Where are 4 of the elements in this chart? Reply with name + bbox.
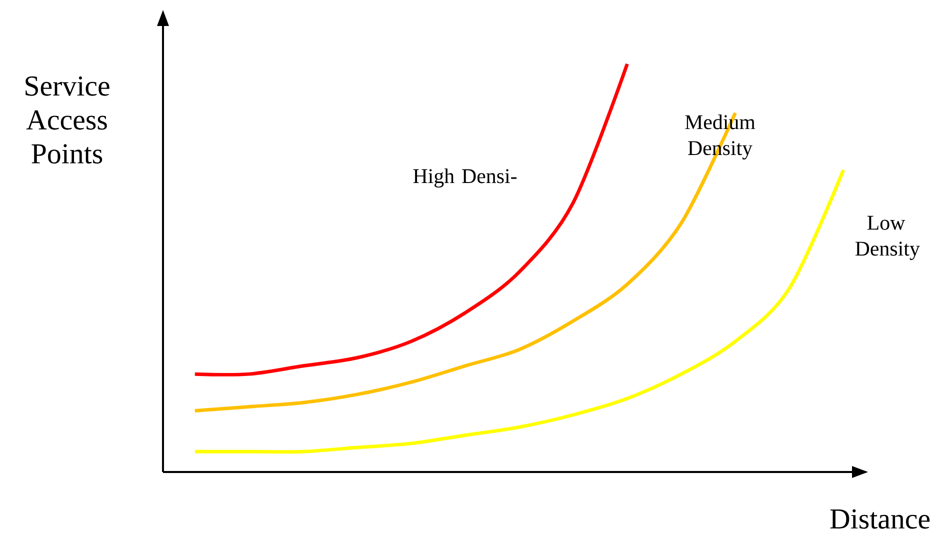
y-axis-title: Service Access Points	[26, 76, 110, 164]
x-axis-title: Distance	[830, 509, 930, 529]
series-label: Low Density	[855, 216, 920, 260]
text: High Densi-	[413, 168, 517, 188]
